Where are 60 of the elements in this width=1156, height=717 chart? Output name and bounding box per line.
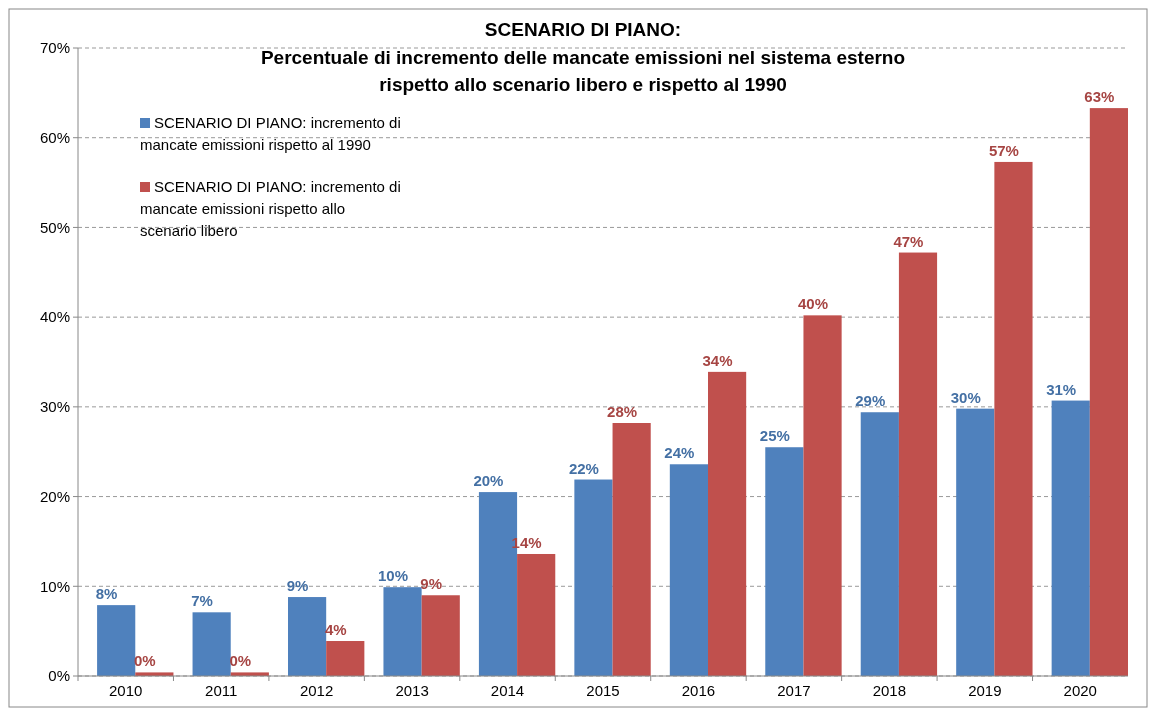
x-tick-label: 2014 xyxy=(490,682,525,699)
data-label: 57% xyxy=(988,141,1019,159)
bar xyxy=(860,412,899,676)
text: Percentuale di incremento delle mancate emissioni nel sistema esterno rispetto allo scenario libero e rispetto al 1990 xyxy=(260,47,906,95)
y-tick-label: 50% xyxy=(39,218,70,236)
x-tick-label: 2016 xyxy=(681,682,716,699)
chart-title: SCENARIO DI PIANO: xyxy=(484,19,682,40)
data-label: 30% xyxy=(950,388,981,406)
data-label: 9% xyxy=(420,575,443,593)
bar xyxy=(97,605,136,676)
bar xyxy=(383,587,422,676)
bar xyxy=(326,641,365,676)
bar xyxy=(1089,108,1128,676)
y-tick-label: 10% xyxy=(39,577,70,595)
bar xyxy=(1051,400,1090,676)
data-label: 31% xyxy=(1046,380,1077,398)
data-label: 10% xyxy=(377,567,409,585)
x-tick-label: 2010 xyxy=(109,682,143,699)
x-tick-label: 2011 xyxy=(205,682,238,699)
bar xyxy=(669,464,708,676)
bar xyxy=(421,595,460,676)
data-label: 47% xyxy=(893,232,924,250)
legend-label: SCENARIO DI PIANO: incremento di mancate emissioni rispetto allo scenario libero xyxy=(140,178,401,239)
bar xyxy=(612,423,651,676)
bar xyxy=(192,612,231,676)
data-label: 29% xyxy=(855,392,886,410)
data-label: 7% xyxy=(191,592,213,610)
data-label: 25% xyxy=(759,427,790,445)
bar xyxy=(708,371,747,676)
bar xyxy=(574,479,613,676)
y-tick-label: 30% xyxy=(39,398,70,416)
x-tick-label: 2020 xyxy=(1063,682,1097,699)
y-tick-label: 20% xyxy=(39,487,70,505)
x-tick-label: 2019 xyxy=(968,682,1002,699)
x-tick-label: 2015 xyxy=(586,682,620,699)
bar xyxy=(956,408,995,676)
y-tick-label: 60% xyxy=(39,128,70,146)
x-tick-label: 2017 xyxy=(777,682,811,699)
bar xyxy=(517,553,556,676)
bar xyxy=(288,597,327,676)
data-label: 28% xyxy=(607,403,638,421)
y-tick-label: 40% xyxy=(39,308,70,326)
data-label: 24% xyxy=(664,444,695,462)
y-tick-label: 70% xyxy=(39,39,70,57)
data-label: 9% xyxy=(286,577,309,595)
bar xyxy=(765,447,804,676)
data-label: 22% xyxy=(568,459,599,477)
data-label: 63% xyxy=(1084,88,1115,106)
x-tick-label: 2018 xyxy=(872,682,907,699)
data-label: 40% xyxy=(797,295,829,313)
bar xyxy=(803,315,842,676)
legend-label: SCENARIO DI PIANO: incremento di mancate emissioni rispetto al 1990 xyxy=(140,114,401,153)
data-label: 8% xyxy=(95,585,118,603)
data-label: 34% xyxy=(702,351,733,369)
bar xyxy=(994,161,1033,676)
y-tick-label: 0% xyxy=(48,667,70,685)
x-tick-label: 2013 xyxy=(395,682,429,699)
bar xyxy=(898,252,938,676)
x-tick-label: 2012 xyxy=(299,682,334,699)
data-label: 20% xyxy=(473,472,504,490)
